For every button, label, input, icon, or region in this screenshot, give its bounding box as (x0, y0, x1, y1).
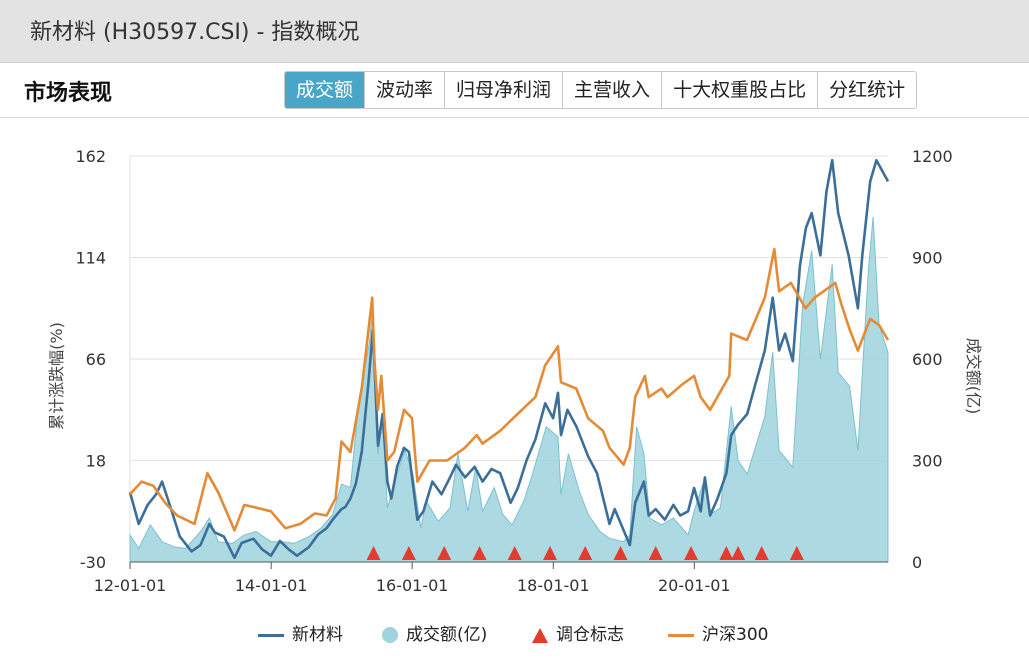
legend-triangle-icon (532, 627, 548, 643)
page-title: 新材料 (H30597.CSI) - 指数概况 (30, 20, 360, 45)
y-right-tick-label: 600 (912, 350, 943, 369)
rebalance-marker (401, 546, 416, 560)
y-left-tick-label: -30 (80, 553, 106, 572)
y-left-tick-label: 66 (86, 350, 106, 369)
rebalance-marker (754, 546, 769, 560)
legend-dot-icon (382, 627, 398, 643)
legend-item-index[interactable]: 新材料 (258, 620, 343, 650)
rebalance-marker (789, 546, 804, 560)
chart-legend: 新材料 成交额(亿) 调仓标志 沪深300 (0, 620, 1029, 650)
legend-label: 成交额(亿) (406, 625, 488, 645)
tab-revenue[interactable]: 主营收入 (562, 72, 662, 108)
y-right-tick-label: 900 (912, 249, 943, 268)
legend-item-rebalance[interactable]: 调仓标志 (532, 620, 624, 650)
rebalance-marker (472, 546, 487, 560)
rebalance-marker-layer (366, 546, 804, 560)
y-left-tick-label: 114 (75, 249, 106, 268)
rebalance-marker (507, 546, 522, 560)
legend-item-hs300[interactable]: 沪深300 (668, 620, 768, 650)
rebalance-marker (613, 546, 628, 560)
legend-label: 新材料 (292, 625, 343, 645)
hs300-line (129, 247, 890, 532)
y-right-axis-label: 成交额(亿) (964, 338, 983, 415)
tab-bar: 成交额 波动率 归母净利润 主营收入 十大权重股占比 分红统计 (284, 71, 918, 109)
tab-dividend[interactable]: 分红统计 (817, 72, 917, 108)
y-right-tick-label: 300 (912, 452, 943, 471)
section-title: 市场表现 (24, 81, 113, 106)
x-tick-label: 12-01-01 (94, 576, 167, 595)
rebalance-marker (684, 546, 699, 560)
rebalance-marker (719, 546, 734, 560)
x-tick-label: 18-01-01 (517, 576, 590, 595)
tab-top10-weight[interactable]: 十大权重股占比 (661, 72, 818, 108)
title-bar: 新材料 (H30597.CSI) - 指数概况 (0, 0, 1029, 63)
x-tick-label: 20-01-01 (658, 576, 731, 595)
tab-volatility[interactable]: 波动率 (364, 72, 445, 108)
volume-area (129, 216, 889, 563)
rebalance-marker (731, 546, 746, 560)
y-left-axis-label: 累计涨跌幅(%) (47, 322, 66, 430)
x-tick-label: 14-01-01 (235, 576, 308, 595)
legend-item-volume[interactable]: 成交额(亿) (382, 620, 487, 650)
axes-layer: -30 18 66 114 162 0 300 600 900 1200 12-01-01 14-01… (75, 147, 952, 595)
index-line (128, 158, 890, 560)
y-left-tick-label: 162 (75, 147, 106, 166)
rebalance-marker (543, 546, 558, 560)
rebalance-marker (366, 546, 381, 560)
legend-line-icon (258, 633, 284, 637)
line-series-layer (128, 158, 890, 560)
y-right-tick-label: 0 (912, 553, 922, 572)
rebalance-marker (578, 546, 593, 560)
volume-area-layer (129, 216, 889, 563)
legend-label: 调仓标志 (556, 625, 624, 645)
rebalance-marker (437, 546, 452, 560)
x-tick-label: 16-01-01 (376, 576, 449, 595)
legend-label: 沪深300 (702, 625, 769, 645)
y-left-tick-label: 18 (86, 452, 106, 471)
y-right-tick-label: 1200 (912, 147, 953, 166)
legend-line-icon (668, 633, 694, 637)
section-header: 市场表现 成交额 波动率 归母净利润 主营收入 十大权重股占比 分红统计 (0, 63, 1029, 118)
tab-turnover[interactable]: 成交额 (285, 72, 365, 108)
tab-net-profit[interactable]: 归母净利润 (444, 72, 563, 108)
rebalance-marker (648, 546, 663, 560)
market-performance-chart: -30 18 66 114 162 0 300 600 900 1200 12-01-01 14-01… (47, 147, 983, 595)
